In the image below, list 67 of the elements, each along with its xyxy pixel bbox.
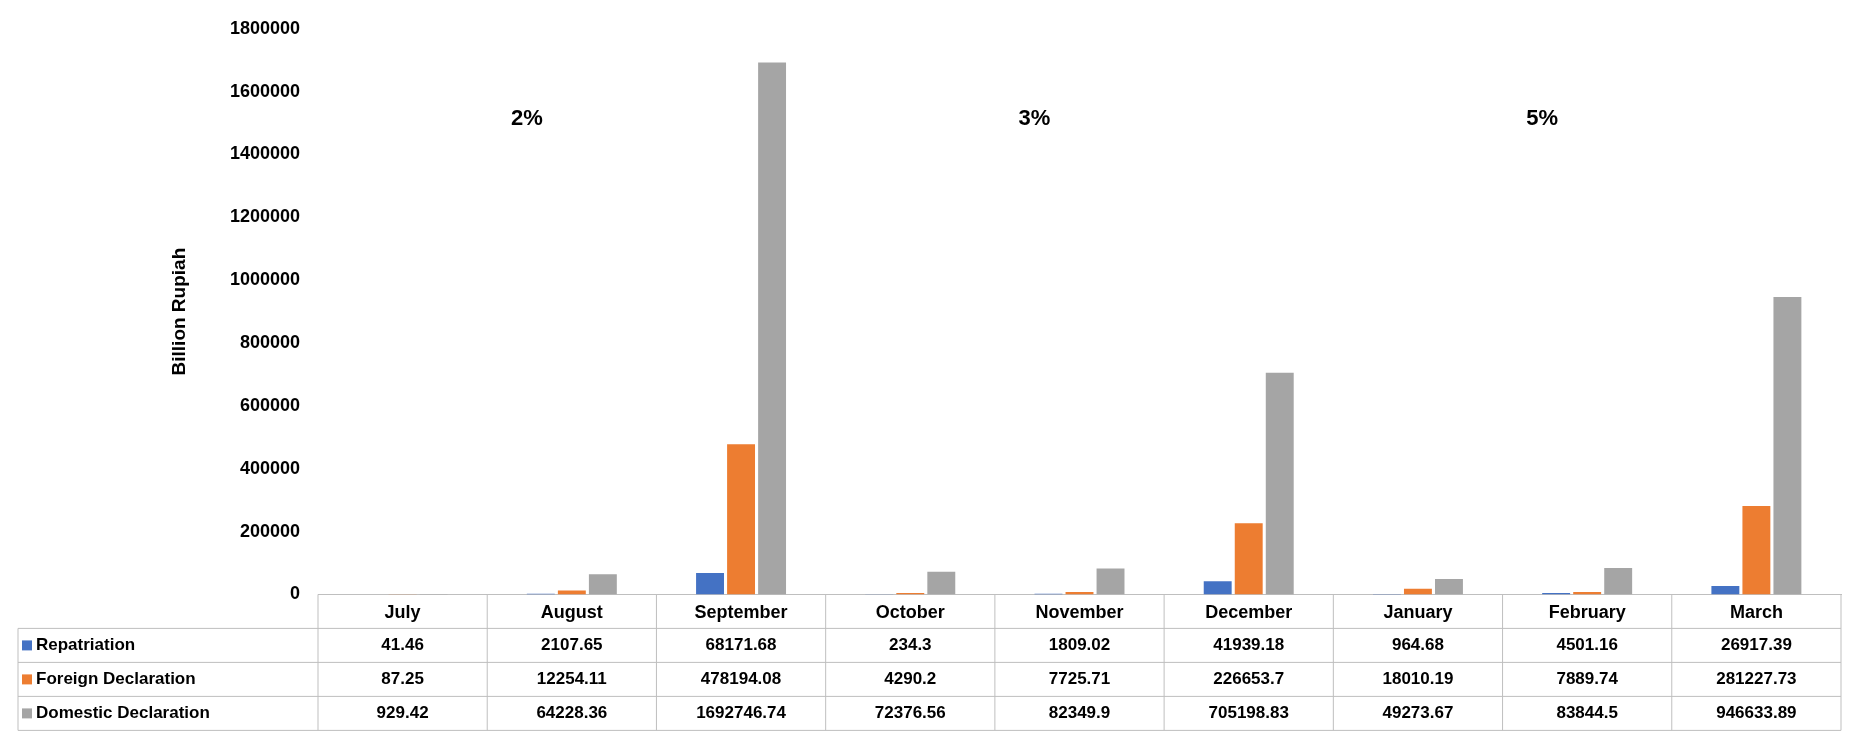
x-tick-label: January xyxy=(1383,602,1453,623)
y-tick-label: 200000 xyxy=(239,520,300,541)
y-tick-label: 600000 xyxy=(239,394,300,415)
y-tick-label: 800000 xyxy=(239,331,300,352)
annotation: 2% xyxy=(510,104,543,130)
bar xyxy=(727,444,756,595)
data-label: 7889.74 xyxy=(1556,669,1619,689)
bar xyxy=(1203,581,1232,595)
bar xyxy=(1604,568,1633,595)
data-label: 1809.02 xyxy=(1048,635,1111,655)
data-label: 1692746.74 xyxy=(696,703,787,723)
data-label: 64228.36 xyxy=(536,703,608,723)
bar xyxy=(1773,296,1802,595)
bar xyxy=(758,62,787,595)
data-label: 41939.18 xyxy=(1213,635,1285,655)
x-tick-label: December xyxy=(1205,602,1293,623)
bar xyxy=(1265,372,1294,595)
annotation: 5% xyxy=(1526,104,1559,130)
data-label: 82349.9 xyxy=(1048,703,1111,723)
bar xyxy=(1096,568,1125,595)
data-label: 26917.39 xyxy=(1720,635,1792,655)
x-tick-label: August xyxy=(540,602,603,623)
data-label: 946633.89 xyxy=(1716,703,1797,723)
data-label: 7725.71 xyxy=(1048,669,1111,689)
data-label: 2107.65 xyxy=(541,635,603,655)
data-label: 83844.5 xyxy=(1556,703,1618,723)
bar xyxy=(1711,585,1740,595)
y-tick-label: 1600000 xyxy=(229,80,300,101)
data-label: 929.42 xyxy=(376,703,429,723)
legend-label: Foreign Declaration xyxy=(36,669,196,689)
bar xyxy=(1234,523,1263,595)
y-tick-label: 1800000 xyxy=(229,17,300,38)
y-tick-label: 0 xyxy=(289,583,300,604)
bar xyxy=(1435,578,1463,595)
bar xyxy=(696,572,724,595)
y-tick-label: 1400000 xyxy=(229,143,300,164)
data-label: 4290.2 xyxy=(884,669,937,689)
x-tick-label: November xyxy=(1035,602,1124,623)
legend-label: Repatriation xyxy=(36,635,136,655)
data-label: 226653.7 xyxy=(1213,669,1285,689)
data-label: 72376.56 xyxy=(874,703,946,723)
bar xyxy=(588,574,617,595)
y-tick-label: 1200000 xyxy=(229,206,300,227)
data-label: 18010.19 xyxy=(1382,669,1454,689)
x-tick-label: October xyxy=(875,602,945,623)
annotation: 3% xyxy=(1018,104,1051,130)
data-label: 964.68 xyxy=(1391,635,1444,655)
y-axis-title: Billion Rupiah xyxy=(167,247,189,376)
legend-label: Domestic Declaration xyxy=(36,703,210,723)
y-tick-label: 400000 xyxy=(239,457,300,478)
data-label: 87.25 xyxy=(381,669,424,689)
data-label: 49273.67 xyxy=(1382,703,1454,723)
data-label: 41.46 xyxy=(381,635,424,655)
bar xyxy=(1742,506,1771,595)
data-label: 68171.68 xyxy=(705,635,777,655)
data-label: 281227.73 xyxy=(1716,669,1797,689)
bar xyxy=(927,571,956,595)
x-tick-label: February xyxy=(1548,602,1626,623)
data-label: 4501.16 xyxy=(1556,635,1618,655)
y-tick-label: 1000000 xyxy=(229,269,300,290)
data-label: 478194.08 xyxy=(700,669,782,689)
data-label: 234.3 xyxy=(889,635,932,655)
x-tick-label: March xyxy=(1729,602,1783,623)
x-tick-label: September xyxy=(694,602,788,623)
data-label: 12254.11 xyxy=(536,669,607,689)
data-label: 705198.83 xyxy=(1208,703,1289,723)
x-tick-label: July xyxy=(384,602,421,623)
